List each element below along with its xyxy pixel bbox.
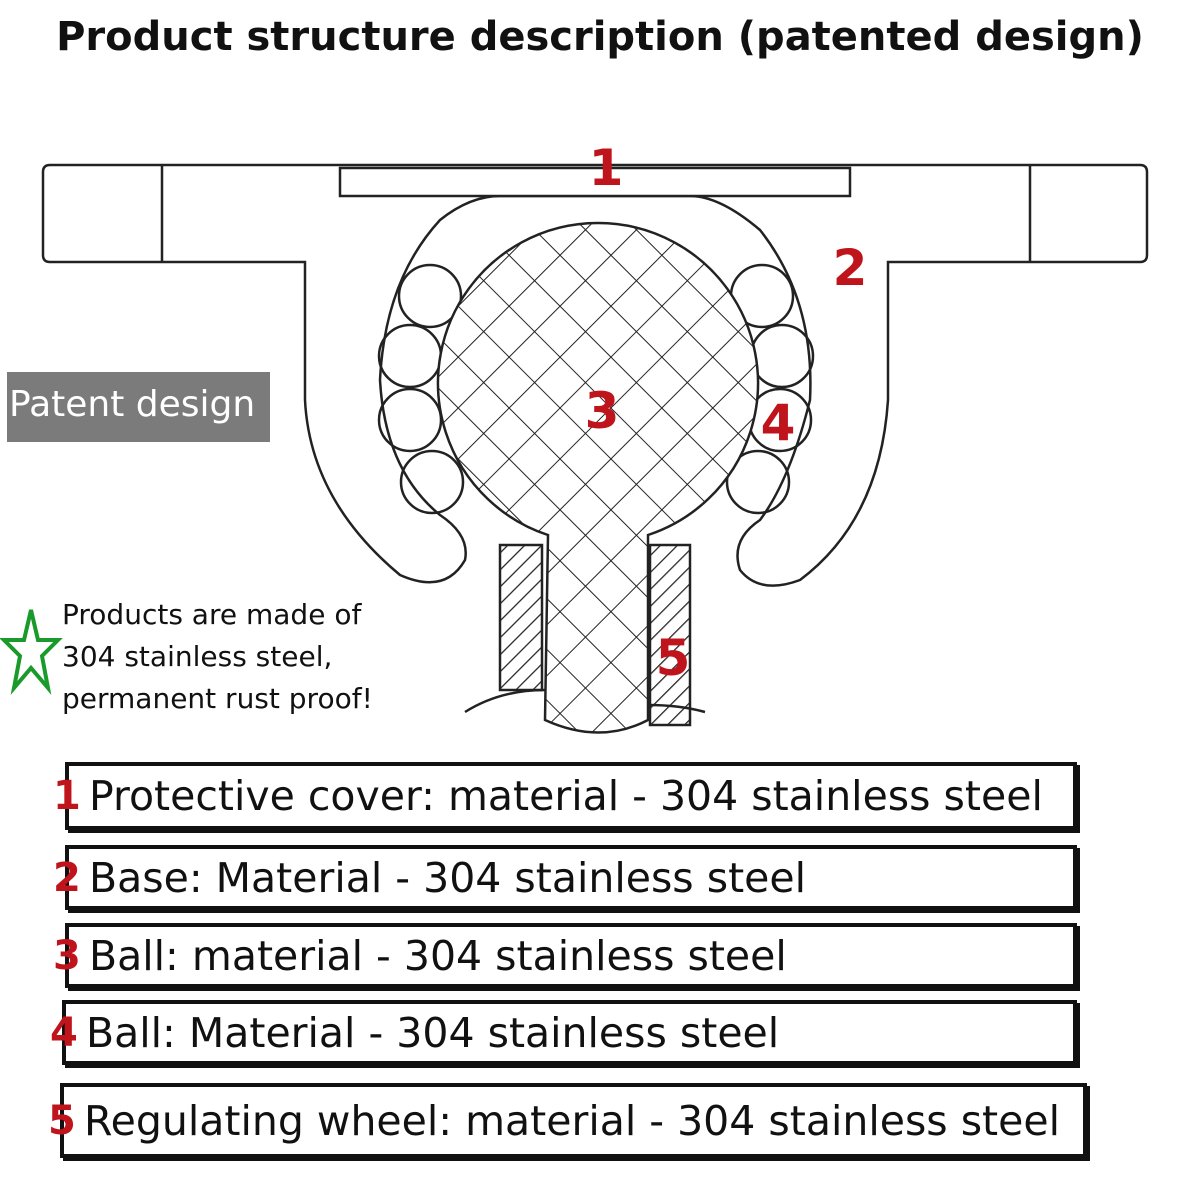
part-description: Regulating wheel: material - 304 stainle… [84, 1096, 1060, 1145]
part-description: Protective cover: material - 304 stainle… [89, 772, 1043, 820]
star-outline-icon [0, 609, 63, 696]
part-description: Base: Material - 304 stainless steel [89, 853, 806, 902]
part-description: Ball: material - 304 stainless steel [89, 931, 787, 980]
callout-3: 3 [585, 382, 620, 440]
main-ball [436, 221, 760, 734]
part-description: Ball: Material - 304 stainless steel [86, 1008, 780, 1057]
callout-4: 4 [761, 394, 796, 452]
page-title: Product structure description (patented … [56, 14, 1144, 60]
note-line: 304 stainless steel, [62, 640, 333, 673]
material-note: Products are made of 304 stainless steel… [62, 594, 373, 720]
part-row-4: 4 Ball: Material - 304 stainless steel [50, 1000, 1077, 1065]
wheel-right [648, 543, 692, 727]
callout-2: 2 [833, 239, 868, 297]
note-line: Products are made of [62, 598, 362, 631]
part-number: 5 [48, 1097, 76, 1144]
part-number: 1 [53, 773, 81, 819]
part-row-2: 2 Base: Material - 304 stainless steel [53, 845, 1077, 910]
patent-design-badge: Patent design [7, 372, 270, 442]
part-number: 4 [50, 1009, 78, 1056]
wheel-left [498, 543, 544, 692]
part-number: 3 [53, 932, 81, 979]
callout-5: 5 [656, 629, 691, 687]
note-line: permanent rust proof! [62, 682, 373, 715]
part-row-3: 3 Ball: material - 304 stainless steel [53, 923, 1077, 988]
part-number: 2 [53, 854, 81, 901]
part-row-5: 5 Regulating wheel: material - 304 stain… [48, 1083, 1087, 1158]
callout-1: 1 [589, 139, 624, 197]
protective-cover [338, 166, 852, 198]
part-row-1: 1 Protective cover: material - 304 stain… [53, 762, 1077, 830]
